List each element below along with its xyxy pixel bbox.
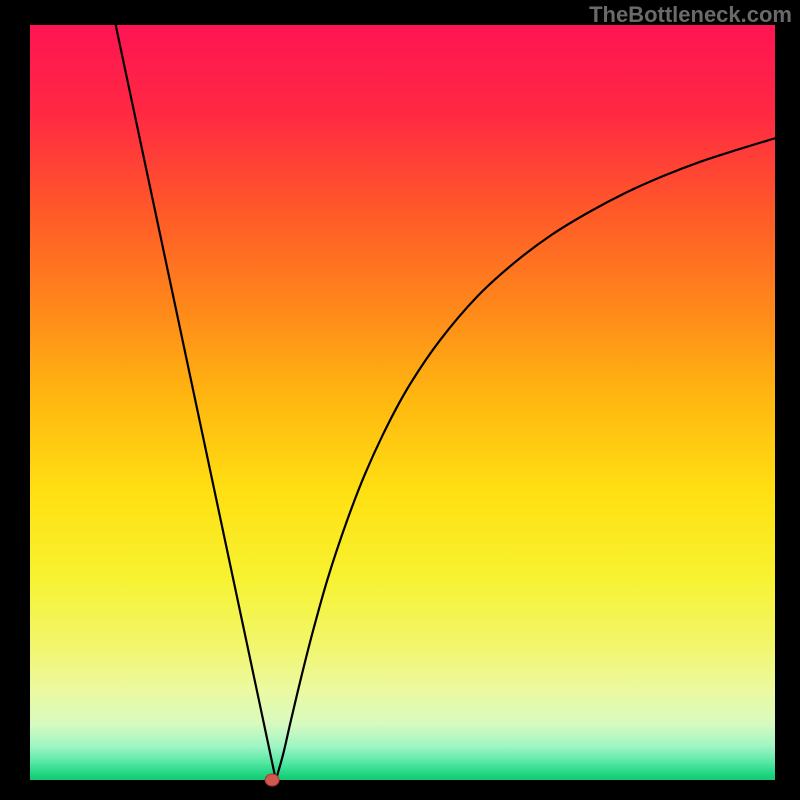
chart-container: TheBottleneck.com (0, 0, 800, 800)
watermark-text: TheBottleneck.com (589, 2, 792, 28)
bottleneck-chart (0, 0, 800, 800)
plot-background-gradient (30, 25, 775, 780)
optimum-marker (265, 774, 279, 786)
